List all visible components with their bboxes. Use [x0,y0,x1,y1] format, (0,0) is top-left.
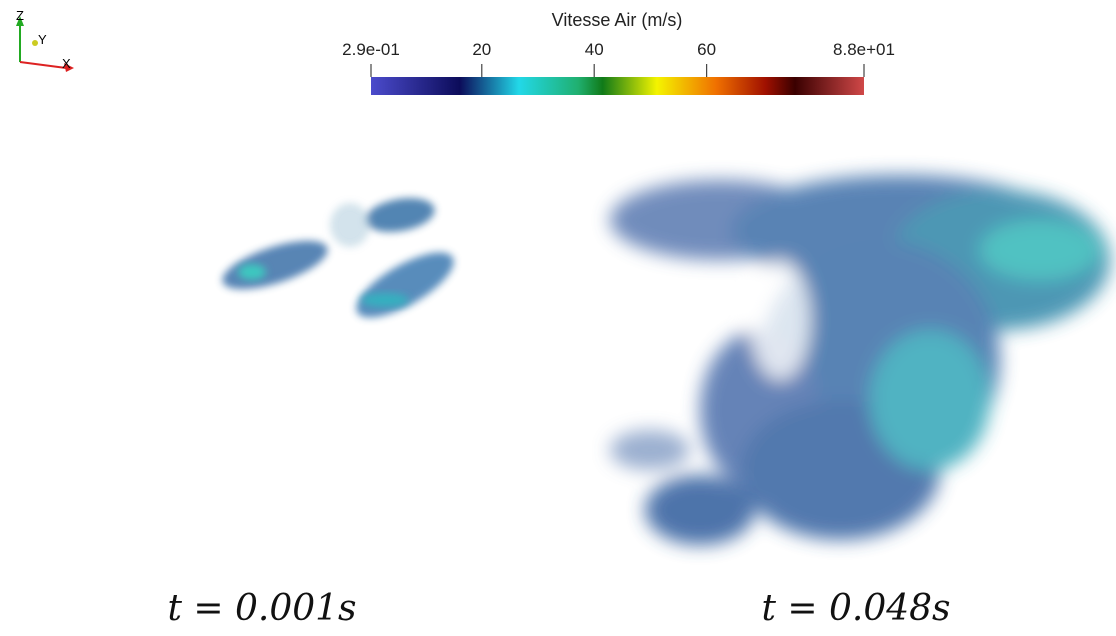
tick-label: 8.8e+01 [833,40,895,59]
time-label: t = 0.048s [761,588,950,629]
axis-z: Z [16,8,24,23]
axes-triad: Z Y X [16,8,74,72]
colorbar [371,77,864,95]
volume-left [222,198,454,318]
tick-label: 2.9e-01 [342,40,400,59]
tick-label: 60 [697,40,716,59]
volume-right [610,175,1110,545]
axis-x: X [62,56,71,71]
tick-label: 20 [472,40,491,59]
colorbar-title: Vitesse Air (m/s) [552,10,683,30]
time-label: t = 0.001s [167,588,356,629]
axis-y: Y [38,32,47,47]
tick-label: 40 [585,40,604,59]
